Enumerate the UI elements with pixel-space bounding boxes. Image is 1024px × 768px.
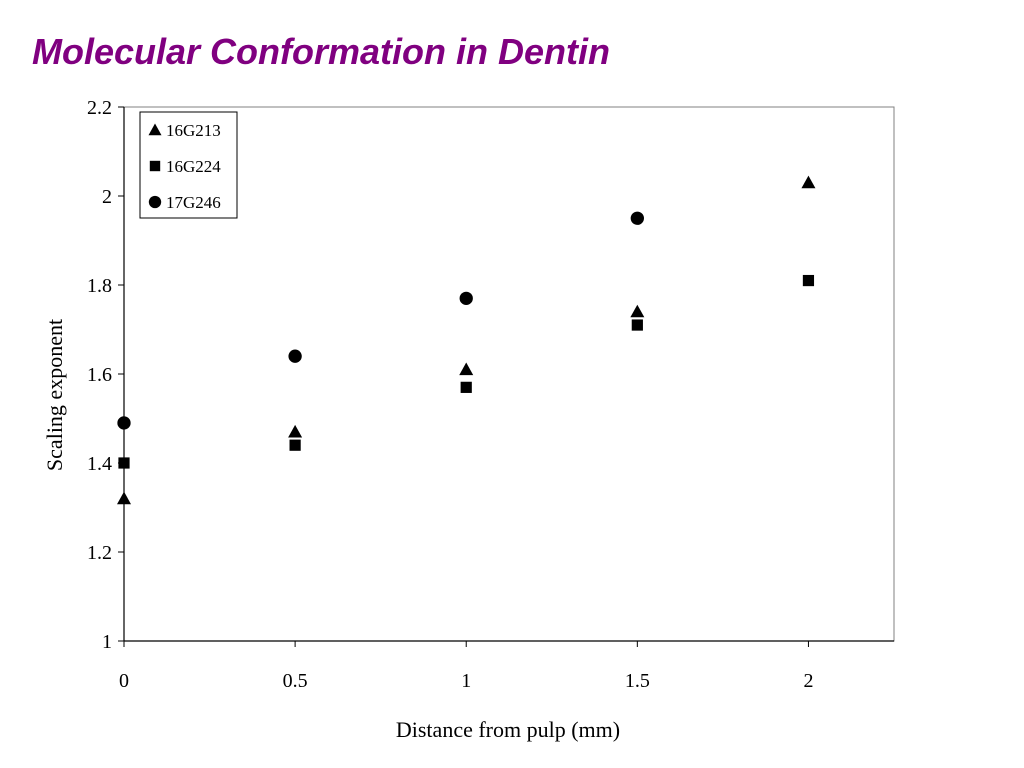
data-point xyxy=(288,349,302,363)
data-point xyxy=(802,274,815,287)
x-tick-label: 0 xyxy=(119,670,129,692)
data-point xyxy=(459,362,474,376)
legend-entry-label: 17G246 xyxy=(166,193,221,212)
data-point xyxy=(630,211,644,225)
legend: 16G213 16G224 17G246 xyxy=(139,111,238,219)
data-point xyxy=(631,319,643,331)
y-tick-label: 1.2 xyxy=(87,542,112,564)
y-tick-label: 1.8 xyxy=(87,275,112,297)
legend-entry-label: 16G213 xyxy=(166,121,221,140)
data-point xyxy=(118,457,130,469)
x-tick-label: 0.5 xyxy=(283,670,308,692)
data-point xyxy=(117,491,131,505)
y-tick-label: 1.4 xyxy=(87,453,112,475)
plot-area-border xyxy=(123,106,895,642)
data-point xyxy=(460,381,472,393)
x-tick-label: 1.5 xyxy=(625,670,650,692)
data-point xyxy=(289,439,301,451)
x-tick-label: 1 xyxy=(461,670,471,692)
data-point xyxy=(459,291,473,305)
legend-marker xyxy=(149,160,161,172)
y-tick-label: 2 xyxy=(102,186,112,208)
data-point xyxy=(288,424,303,438)
legend-marker xyxy=(148,195,162,209)
x-axis-label: Distance from pulp (mm) xyxy=(396,717,620,742)
data-point xyxy=(630,304,645,318)
data-point xyxy=(801,175,816,189)
y-axis-label: Scaling exponent xyxy=(42,319,67,471)
legend-entry-label: 16G224 xyxy=(166,157,221,176)
y-tick-label: 2.2 xyxy=(87,97,112,119)
legend-marker xyxy=(148,123,162,136)
y-tick-label: 1.6 xyxy=(87,364,112,386)
y-tick-label: 1 xyxy=(102,631,112,653)
x-tick-label: 2 xyxy=(803,670,813,692)
data-point xyxy=(117,416,131,430)
slide-title: Molecular Conformation in Dentin xyxy=(32,31,611,72)
